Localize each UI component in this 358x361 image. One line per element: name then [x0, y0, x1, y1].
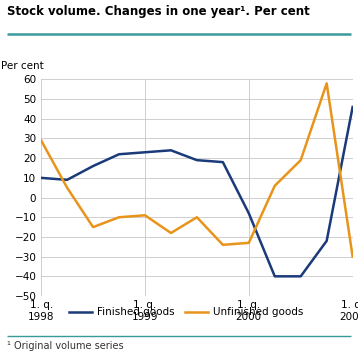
Unfinished goods: [195, 215, 199, 219]
Finished goods: [221, 160, 225, 164]
Text: ¹ Original volume series: ¹ Original volume series: [7, 341, 124, 351]
Unfinished goods: [325, 81, 329, 86]
Finished goods: [299, 274, 303, 278]
Unfinished goods: [247, 241, 251, 245]
Finished goods: [117, 152, 121, 156]
Line: Finished goods: Finished goods: [41, 107, 353, 276]
Finished goods: [325, 239, 329, 243]
Finished goods: [350, 105, 355, 109]
Unfinished goods: [273, 184, 277, 188]
Line: Unfinished goods: Unfinished goods: [41, 83, 353, 257]
Unfinished goods: [65, 186, 69, 190]
Unfinished goods: [91, 225, 95, 229]
Unfinished goods: [117, 215, 121, 219]
Finished goods: [169, 148, 173, 152]
Finished goods: [65, 178, 69, 182]
Unfinished goods: [299, 158, 303, 162]
Finished goods: [143, 150, 147, 155]
Finished goods: [247, 211, 251, 216]
Finished goods: [39, 176, 43, 180]
Unfinished goods: [350, 255, 355, 259]
Finished goods: [273, 274, 277, 278]
Text: Per cent: Per cent: [1, 61, 43, 71]
Text: Stock volume. Changes in one year¹. Per cent: Stock volume. Changes in one year¹. Per …: [7, 5, 310, 18]
Unfinished goods: [39, 138, 43, 143]
Unfinished goods: [143, 213, 147, 217]
Finished goods: [91, 164, 95, 168]
Unfinished goods: [169, 231, 173, 235]
Finished goods: [195, 158, 199, 162]
Unfinished goods: [221, 243, 225, 247]
Legend: Finished goods, Unfinished goods: Finished goods, Unfinished goods: [65, 303, 308, 322]
